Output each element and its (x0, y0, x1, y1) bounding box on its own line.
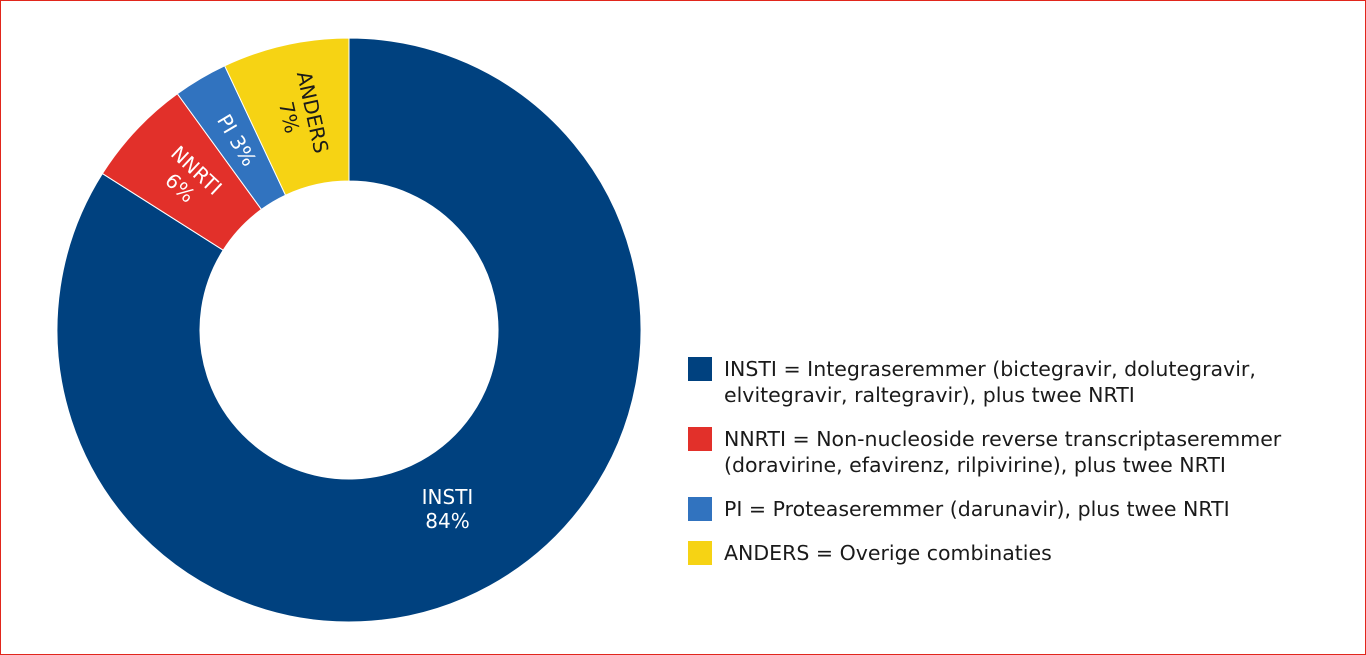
legend-item-nnrti: NNRTI = Non-nucleoside reverse transcrip… (688, 426, 1358, 478)
slice-label-insti-value: 84% (425, 509, 469, 533)
legend-text-pi-line1: PI = Proteaseremmer (darunavir), plus tw… (724, 497, 1230, 521)
donut-slices (56, 37, 642, 623)
legend-item-pi: PI = Proteaseremmer (darunavir), plus tw… (688, 496, 1358, 522)
legend-text-insti-line1: INSTI = Integraseremmer (bictegravir, do… (724, 357, 1256, 381)
legend: INSTI = Integraseremmer (bictegravir, do… (688, 356, 1358, 584)
legend-swatch-anders (688, 541, 712, 565)
slice-anders (224, 37, 350, 196)
legend-text-anders-line1: ANDERS = Overige combinaties (724, 541, 1052, 565)
legend-item-anders: ANDERS = Overige combinaties (688, 540, 1358, 566)
legend-text-insti-line2: elvitegravir, raltegravir), plus twee NR… (724, 383, 1135, 407)
legend-text-nnrti-line2: (doravirine, efavirenz, rilpivirine), pl… (724, 453, 1226, 477)
legend-item-insti: INSTI = Integraseremmer (bictegravir, do… (688, 356, 1358, 408)
legend-swatch-insti (688, 357, 712, 381)
slice-label-insti-name: INSTI (422, 485, 474, 509)
legend-text-nnrti-line1: NNRTI = Non-nucleoside reverse transcrip… (724, 427, 1282, 451)
slice-insti (56, 37, 642, 623)
legend-swatch-pi (688, 497, 712, 521)
legend-swatch-nnrti (688, 427, 712, 451)
